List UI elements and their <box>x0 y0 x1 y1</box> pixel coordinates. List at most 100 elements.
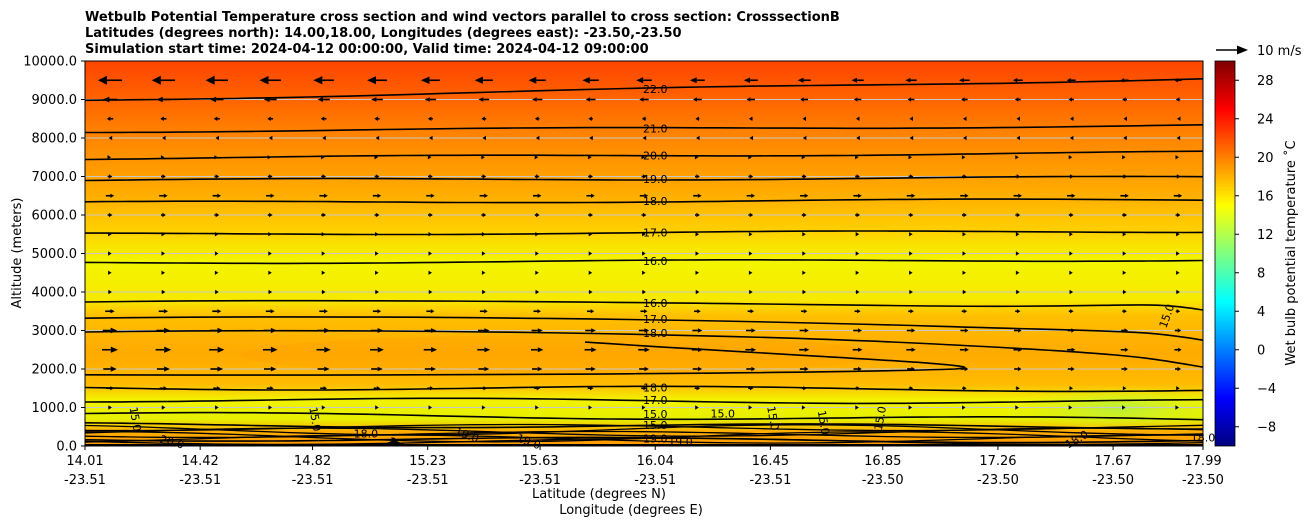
wind-vector-head <box>858 366 862 372</box>
contour-label: 15.0 <box>764 405 781 431</box>
wind-vector-head <box>851 77 857 83</box>
x-axis: 14.01 -23.51 14.42 -23.51 14.82 -23.51 15.23 -2… <box>64 446 1224 488</box>
x-tick-label-lon: -23.50 <box>1182 473 1224 488</box>
contour-label: 15.0 <box>127 406 144 432</box>
wind-vector-head <box>963 116 967 121</box>
wind-vector <box>907 97 915 102</box>
wind-vector <box>695 251 699 256</box>
wind-vector-head <box>483 386 487 391</box>
wind-vector <box>370 328 384 333</box>
wind-vector-head <box>1122 405 1126 410</box>
wind-vector-head <box>482 135 486 141</box>
wind-vector-head <box>481 116 485 121</box>
wind-vector-head <box>1071 347 1076 352</box>
y-tick-label: 9000.0 <box>32 93 78 108</box>
wind-vector <box>801 405 806 410</box>
wind-vector <box>481 405 486 410</box>
wind-vector <box>214 212 220 218</box>
wind-vector-head <box>802 232 806 237</box>
wind-vector-head <box>484 328 490 333</box>
wind-vector-head <box>1176 232 1180 237</box>
wind-vector <box>267 212 273 218</box>
wind-vector <box>587 309 595 314</box>
colorbar-tick-label: 28 <box>1257 74 1274 89</box>
colorbar-label: Wet bulb potential temperature ˚C <box>1283 140 1299 365</box>
wind-vector <box>585 328 596 333</box>
wind-vector-head <box>429 212 433 218</box>
contour-label: 17.0 <box>643 227 668 240</box>
wind-vector-head <box>217 366 224 372</box>
wind-vector-head <box>1177 366 1181 372</box>
wind-vector-head <box>749 289 753 295</box>
wind-vector <box>962 212 967 218</box>
wind-vector-head <box>589 289 593 295</box>
wind-vector-head <box>536 174 540 179</box>
wind-vector-head <box>268 289 273 295</box>
wind-vector-head <box>102 96 110 103</box>
wind-vector <box>642 251 646 256</box>
wind-vector <box>481 251 486 256</box>
x-tick-label-lon: -23.51 <box>292 473 334 488</box>
wind-vector-head <box>641 155 645 160</box>
wind-vector <box>427 155 432 160</box>
wind-vector-head <box>908 405 913 410</box>
wind-vector-head <box>377 347 384 353</box>
wind-vector <box>906 328 916 333</box>
wind-vector-head <box>268 135 273 141</box>
wind-vector-head <box>909 174 914 179</box>
wind-vector-head <box>535 270 539 275</box>
wind-vector <box>374 155 378 160</box>
wind-vector-head <box>857 309 861 314</box>
colorbar-tick-label: 0 <box>1257 343 1265 358</box>
x-tick-label-lon: -23.51 <box>634 473 676 488</box>
wind-vector <box>909 289 913 295</box>
wind-vector <box>748 251 753 256</box>
x-tick-label-lat: 14.01 <box>66 454 103 469</box>
wind-vector-head <box>803 212 807 218</box>
wind-vector <box>533 193 542 198</box>
wind-vector-head <box>535 135 540 141</box>
wind-vector <box>1176 135 1181 141</box>
wind-vector <box>748 289 753 295</box>
wind-vector-head <box>428 251 432 256</box>
wind-vector-head <box>270 193 275 198</box>
wind-vector <box>1175 212 1181 218</box>
wind-vector-head <box>1070 309 1074 314</box>
wind-vector-head <box>690 77 697 84</box>
wind-vector <box>639 193 649 198</box>
wind-vector-head <box>1124 328 1128 333</box>
wind-vector-head <box>644 193 649 198</box>
colorbar-ticks: −8 −4 0 4 8 12 16 20 24 28 <box>1235 74 1276 435</box>
wind-vector <box>1067 347 1076 352</box>
wind-vector-head <box>962 232 966 237</box>
wind-vector <box>1067 328 1075 333</box>
wind-vector <box>799 328 809 333</box>
wind-vector <box>215 405 219 410</box>
wind-vector <box>1122 232 1127 237</box>
contour-label: 18.0 <box>354 428 379 441</box>
wind-vector-head <box>1122 155 1126 160</box>
wind-vector-head <box>151 75 161 85</box>
wind-vector-head <box>107 155 111 160</box>
wind-vector <box>1068 174 1074 179</box>
wind-vector-head <box>856 135 860 141</box>
quiver-key-label: 10 m/s <box>1257 44 1302 59</box>
wind-vector <box>375 135 380 141</box>
wind-vector-head <box>963 174 967 179</box>
wind-vector <box>802 289 807 295</box>
wind-vector-head <box>163 309 169 314</box>
wind-vector <box>375 289 379 295</box>
wind-vector-head <box>749 135 753 141</box>
wind-vector-head <box>591 347 597 353</box>
contour-label: 18.0 <box>643 327 668 340</box>
wind-vector-head <box>962 270 966 275</box>
wind-vector <box>692 366 703 372</box>
wind-vector <box>908 212 914 218</box>
wind-vector-head <box>1015 155 1019 160</box>
wind-vector-head <box>644 366 649 372</box>
wind-vector-head <box>804 328 809 333</box>
y-axis-label: Altitude (meters) <box>10 198 25 309</box>
wind-vector <box>748 386 754 391</box>
wind-vector <box>1016 116 1020 121</box>
wind-vector-head <box>108 251 112 256</box>
